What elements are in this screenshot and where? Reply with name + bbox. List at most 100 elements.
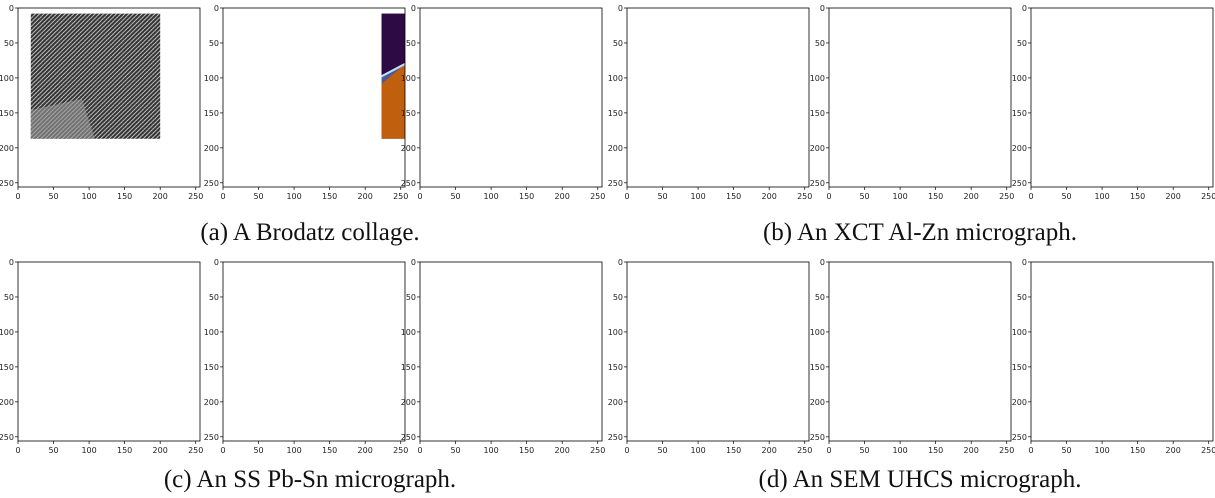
image-shape [829, 262, 1007, 441]
y-tick-label: 250 [1012, 179, 1027, 188]
image-shape [498, 8, 602, 85]
x-tick-label: 200 [555, 446, 570, 455]
x-tick-label: 50 [450, 446, 460, 455]
y-tick-label: 200 [1012, 144, 1027, 153]
image-shape [223, 262, 405, 441]
image-shape [283, 50, 336, 102]
x-tick-label: 150 [117, 192, 132, 201]
y-tick-label: 0 [9, 258, 14, 267]
x-tick-label: 150 [117, 446, 132, 455]
x-tick-label: 200 [1166, 446, 1181, 455]
x-tick-label: 0 [417, 446, 422, 455]
x-tick-label: 50 [859, 192, 869, 201]
x-tick-label: 250 [393, 192, 408, 201]
x-tick-label: 100 [81, 446, 96, 455]
y-tick-label: 0 [411, 4, 416, 13]
image-frame [17, 7, 201, 188]
x-tick-label: 150 [726, 192, 741, 201]
image-content [223, 262, 405, 441]
caption: (c) An SS Pb-Sn micrograph. [164, 466, 456, 493]
x-tick-label: 0 [624, 446, 629, 455]
y-tick-label: 100 [1012, 328, 1027, 337]
x-tick-label: 150 [1130, 192, 1145, 201]
x-tick-label: 0 [826, 446, 831, 455]
y-tick-label: 100 [1012, 74, 1027, 83]
y-tick-label: 0 [214, 4, 219, 13]
y-tick-label: 0 [214, 258, 219, 267]
x-tick-label: 50 [657, 446, 667, 455]
y-tick-label: 100 [608, 74, 623, 83]
image-frame [626, 7, 810, 188]
image-panel: 0 0 50 50 100 100 150 150 200 200 250 250 [0, 4, 203, 201]
caption: (b) An XCT Al-Zn micrograph. [763, 219, 1077, 246]
x-tick-label: 150 [322, 192, 337, 201]
image-shape [420, 262, 602, 441]
y-tick-label: 200 [401, 398, 416, 407]
x-tick-label: 100 [690, 192, 705, 201]
image-shape [420, 8, 602, 187]
image-panel: 0 0 50 50 100 100 150 150 200 200 250 250 [204, 258, 409, 455]
image-shape [734, 158, 741, 172]
y-tick-label: 150 [608, 109, 623, 118]
y-tick-label: 50 [406, 293, 416, 302]
image-content [1024, 8, 1215, 187]
x-tick-label: 0 [417, 192, 422, 201]
y-tick-label: 150 [1012, 109, 1027, 118]
image-panel: 0 0 50 50 100 100 150 150 200 200 250 250 [401, 4, 606, 201]
x-tick-label: 50 [859, 446, 869, 455]
image-panel: 0 0 50 50 100 100 150 150 200 200 250 250 [810, 258, 1015, 455]
x-tick-label: 250 [1201, 192, 1215, 201]
y-tick-label: 250 [204, 179, 219, 188]
image-panel: 0 0 50 50 100 100 150 150 200 200 250 250 [1012, 258, 1215, 455]
image-shape [623, 85, 659, 141]
y-tick-label: 250 [810, 433, 825, 442]
y-tick-label: 200 [204, 398, 219, 407]
x-tick-label: 150 [928, 446, 943, 455]
x-tick-label: 0 [15, 446, 20, 455]
image-shape [381, 13, 405, 77]
image-shape [78, 276, 124, 402]
image-shape [30, 98, 95, 139]
y-tick-label: 250 [1012, 433, 1027, 442]
y-tick-label: 250 [0, 179, 14, 188]
y-tick-label: 200 [204, 144, 219, 153]
y-tick-label: 50 [1017, 39, 1027, 48]
image-shape [1111, 69, 1165, 164]
y-tick-label: 50 [209, 39, 219, 48]
y-tick-label: 100 [401, 74, 416, 83]
image-shape [569, 64, 602, 187]
x-tick-label: 200 [555, 192, 570, 201]
image-frame [828, 261, 1012, 442]
image-content [283, 13, 406, 139]
image-panel: 0 0 50 50 100 100 150 150 200 200 250 250 [608, 258, 813, 455]
x-tick-label: 200 [1166, 192, 1181, 201]
x-tick-label: 200 [762, 446, 777, 455]
image-shape [530, 339, 544, 353]
y-tick-label: 0 [618, 258, 623, 267]
x-tick-label: 150 [1130, 446, 1145, 455]
y-tick-label: 50 [815, 39, 825, 48]
image-shape [223, 377, 244, 405]
image-shape [1138, 11, 1202, 53]
image-shape [627, 276, 809, 441]
image-shape [381, 13, 405, 139]
y-tick-label: 150 [204, 109, 219, 118]
x-tick-label: 50 [657, 192, 667, 201]
y-tick-label: 250 [0, 433, 14, 442]
y-tick-label: 100 [810, 328, 825, 337]
image-shape [829, 8, 1011, 187]
y-tick-label: 150 [810, 109, 825, 118]
y-tick-label: 50 [815, 293, 825, 302]
x-tick-label: 150 [519, 446, 534, 455]
x-tick-label: 0 [826, 192, 831, 201]
x-tick-label: 100 [1094, 192, 1109, 201]
x-tick-label: 250 [797, 192, 812, 201]
x-tick-label: 200 [964, 446, 979, 455]
image-shape [505, 332, 519, 346]
image-frame [1030, 261, 1214, 442]
x-tick-label: 50 [450, 192, 460, 201]
caption: (d) An SEM UHCS micrograph. [759, 466, 1082, 493]
x-tick-label: 0 [220, 192, 225, 201]
y-tick-label: 150 [401, 109, 416, 118]
image-panel: 0 0 50 50 100 100 150 150 200 200 250 250 [608, 4, 813, 201]
